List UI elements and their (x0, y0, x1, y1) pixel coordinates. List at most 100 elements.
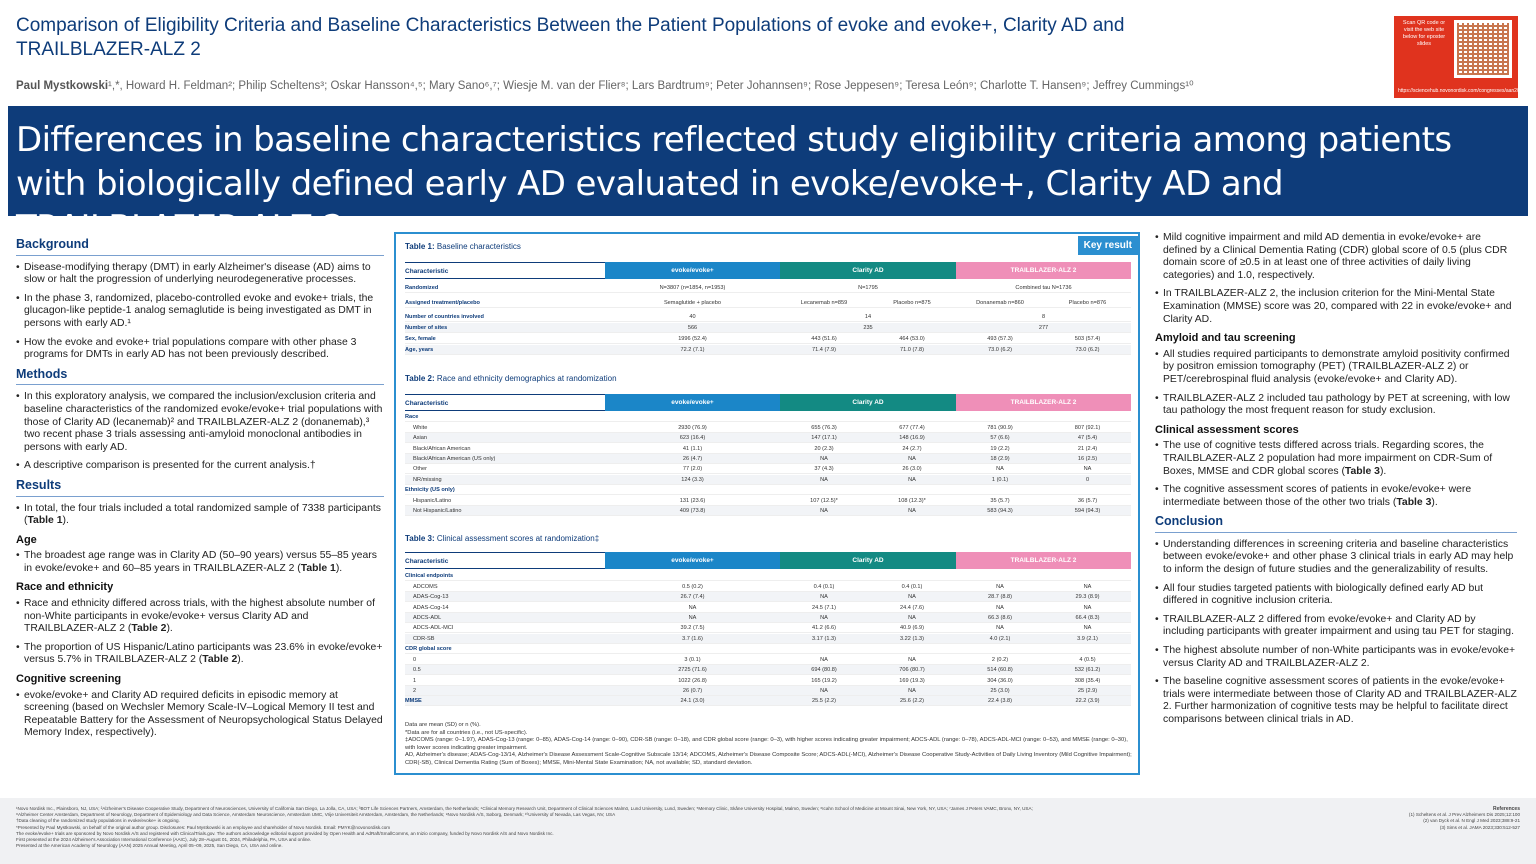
table-cell: NA (820, 657, 828, 663)
list-item: The highest absolute number of non-White… (1155, 645, 1517, 670)
row-label: Asian (413, 435, 427, 442)
table-row: Randomized N=3807 (n=1854, n=1953) N=1795 C… (405, 283, 1131, 293)
table-row: ADCOMS 0.5 (0.2) 0.4 (0.1) 0.4 (0.1) NA NA (405, 582, 1131, 592)
table-cell: NA (908, 455, 916, 462)
table-cell: 22.4 (3.8) (988, 698, 1012, 704)
table-number: Table 2: (405, 374, 435, 383)
table-cell: 148 (16.9) (899, 435, 925, 442)
table-header-cell: evoke/evoke+ (605, 552, 780, 569)
table-cell: 26 (4.7) (682, 455, 703, 462)
table-cell: 72.2 (7.1) (680, 347, 705, 353)
table-cell: 1022 (26.8) (678, 677, 707, 684)
table-header: Characteristic evoke/evoke+ Clarity AD TRAI… (405, 552, 1131, 569)
references-heading: References (1493, 806, 1520, 812)
table-cell: 4 (0.5) (1079, 657, 1096, 663)
table-cell: 781 (90.9) (987, 425, 1013, 431)
list-item: How the evoke and evoke+ trial populatio… (16, 337, 384, 362)
qr-code-icon[interactable] (1454, 20, 1512, 78)
qr-instructions: Scan QR code or visit the web site below… (1402, 20, 1446, 47)
subheading-amyloid: Amyloid and tau screening (1155, 332, 1296, 345)
row-label: 1 (413, 677, 417, 684)
age-list: The broadest age range was in Clarity AD… (16, 550, 384, 575)
table-row: Hispanic/Latino 131 (23.6) 107 (12.5)* 108 … (405, 496, 1131, 506)
table-caption: Table 1: Baseline characteristics (405, 242, 521, 251)
poster-title: Comparison of Eligibility Criteria and B… (16, 15, 1125, 60)
author-list: Paul Mystkowski¹,*, Howard H. Feldman²; … (16, 78, 1194, 92)
table-cell: 566 (687, 325, 698, 331)
table-cell: 25.5 (2.2) (812, 698, 836, 704)
table-row: MMSE 24.1 (3.0) 25.5 (2.2) 25.6 (2.2) 22.4 (… (405, 696, 1131, 706)
table-cell: 73.0 (6.2) (988, 347, 1012, 353)
table-cell: 594 (94.3) (1074, 508, 1101, 515)
row-label: Age, years (405, 347, 434, 353)
table-cell: Lecanemab n=859 (800, 300, 848, 306)
footnote: AD, Alzheimer's disease; ADAS-Cog-13/14,… (405, 752, 1132, 766)
table-row: Black/African American (US only) 26 (4.7)… (405, 453, 1131, 464)
table-cell: 41.2 (6.6) (812, 625, 836, 632)
qr-url[interactable]: https://sciencehub.novonordisk.com/congr… (1398, 88, 1536, 94)
table-cell: NA (908, 687, 916, 694)
table-cell: 3.9 (2.1) (1077, 635, 1098, 642)
qr-panel[interactable]: Scan QR code or visit the web site below… (1394, 16, 1536, 98)
table-row: Assigned treatment/placebo Semaglutide + … (405, 298, 1131, 308)
table-row: 0.5 2725 (71.6) 694 (80.8) 706 (80.7) 514 (6… (405, 665, 1131, 676)
table-title: Race and ethnicity demographics at rando… (434, 374, 617, 383)
table-cell: Placebo n=875 (893, 300, 931, 306)
table-cell: 493 (57.3) (987, 336, 1013, 342)
table-cell: NA (908, 476, 916, 483)
table-cell: 503 (57.4) (1074, 336, 1101, 342)
table-cell: 0.4 (0.1) (901, 584, 923, 590)
row-label: ADCOMS (413, 584, 438, 590)
table-cell: 16 (2.5) (1077, 455, 1098, 462)
table-cell: 464 (53.0) (899, 336, 925, 342)
list-item: A descriptive comparison is presented fo… (16, 460, 384, 473)
table-cell: 409 (73.8) (679, 508, 706, 515)
table-header-cell: TRAILBLAZER-ALZ 2 (956, 394, 1131, 411)
reference: (3) Sims et al. JAMA 2023;330:512-527 (1439, 824, 1520, 830)
list-item: Mild cognitive impairment and mild AD de… (1155, 232, 1517, 282)
table-cell: 107 (12.5)* (810, 498, 838, 504)
table-cell: NA (688, 614, 697, 621)
table-cell: 694 (80.8) (811, 667, 837, 674)
table-row: 0 3 (0.1) NA NA 2 (0.2) 4 (0.5) (405, 655, 1131, 665)
table-cell: 25 (2.9) (1077, 687, 1098, 694)
race-list: Race and ethnicity differed across trial… (16, 598, 384, 667)
table-number: Table 1: (405, 242, 435, 251)
row-label: Hispanic/Latino (413, 498, 452, 504)
list-item: Understanding differences in screening c… (1155, 539, 1517, 577)
row-label: White (413, 425, 428, 431)
table-cell: 2 (0.2) (991, 657, 1009, 663)
table-cell: NA (996, 466, 1004, 473)
row-label: ADCS-ADL-MCI (413, 625, 454, 632)
key-result-badge: Key result (1077, 236, 1138, 255)
table-cell: NA (1083, 625, 1092, 632)
table-cell: 66.4 (8.3) (1075, 614, 1100, 621)
list-item: Race and ethnicity differed across trial… (16, 598, 384, 636)
table-cell: 8 (1041, 314, 1046, 320)
table-cell: 169 (19.3) (899, 677, 925, 684)
table-cell: 124 (3.3) (681, 476, 704, 483)
affiliation-line: *Presented by Paul Mystkowski, on behalf… (16, 824, 391, 830)
table-cell: 0 (1085, 476, 1090, 483)
table-cell: NA (908, 508, 916, 515)
section-heading-background: Background (16, 238, 384, 256)
table-cell: 308 (35.4) (1074, 677, 1101, 684)
table-cell: 277 (1038, 325, 1049, 331)
table-cell: NA (908, 594, 916, 601)
row-label: Race (405, 414, 419, 420)
table-cell: 3.7 (1.6) (682, 635, 703, 642)
table-cell: 2725 (71.6) (678, 667, 707, 674)
table-cell: 22.2 (3.9) (1075, 698, 1100, 704)
table-cell: 40 (689, 314, 696, 320)
table-cell: NA (820, 614, 828, 621)
table-cell: NA (908, 614, 916, 621)
table-header-cell: TRAILBLAZER-ALZ 2 (956, 262, 1131, 279)
table-cell: NA (1083, 604, 1092, 611)
row-label: Number of countries involved (405, 314, 484, 320)
footnote: Data are mean (SD) or n (%). (405, 722, 481, 728)
references: References (1) Scheltens et al. J Prev A… (1320, 806, 1520, 831)
table-cell: NA (1083, 584, 1092, 590)
table-cell: NA (1083, 466, 1092, 473)
table-cell: 706 (80.7) (899, 667, 925, 674)
table-row: Race (405, 412, 1131, 422)
